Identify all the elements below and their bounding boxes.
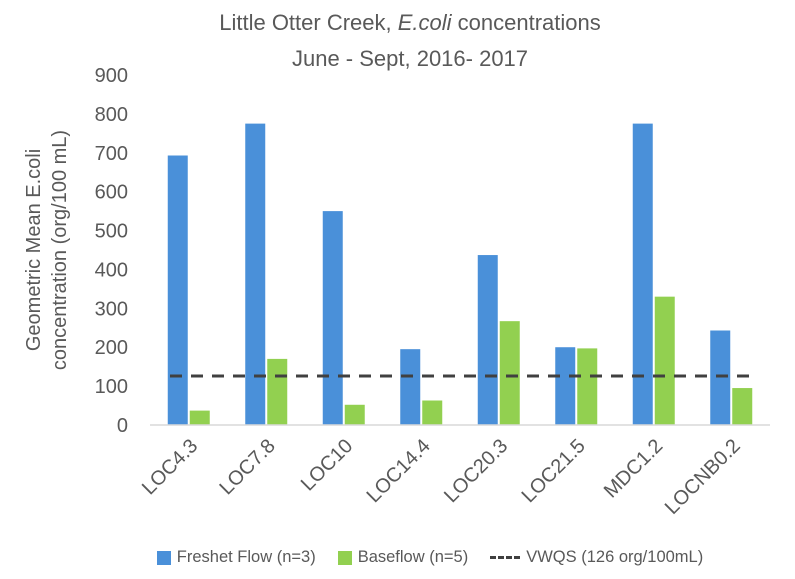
x-tick-label: LOC7.8 [215,435,279,499]
legend-swatch-freshet [156,550,171,565]
y-tick-label: 0 [117,415,128,437]
legend-item-baseflow: Baseflow (n=5) [337,548,469,567]
freshet-bar-loc4-3 [167,155,188,425]
baseflow-bar-loc4-3 [189,410,210,425]
freshet-bar-loc20-3 [477,255,498,425]
chart-title-prefix: Little Otter Creek, [219,10,398,35]
legend-item-freshet: Freshet Flow (n=3) [156,548,316,567]
y-tick-label: 200 [95,337,128,359]
legend-label-vwqs: VWQS (126 org/100mL) [526,548,704,566]
y-tick-label: 900 [95,65,128,87]
y-axis-label-line2: concentration (org/100 mL) [49,130,71,370]
bar-chart: 0 100 200 300 400 500 600 700 800 900 LOC4.3 LOC7.… [23,65,770,519]
baseflow-bar-loc14-4 [422,400,443,425]
y-tick-label: 600 [95,182,128,204]
y-tick-label: 500 [95,221,128,243]
y-tick-label: 100 [95,376,128,398]
baseflow-bar-mdc1-2 [654,296,675,425]
legend-swatch-vwqs [490,556,521,559]
freshet-bar-locnb0-2 [710,330,731,425]
x-axis-ticks: LOC4.3 LOC7.8 LOC10 LOC14.4 LOC20.3 LOC21.5 MD… [138,435,745,519]
x-tick-label: LOC14.4 [363,435,435,507]
bars [167,123,753,425]
legend-label-freshet: Freshet Flow (n=3) [176,548,316,566]
y-tick-label: 700 [95,143,128,165]
legend-label-baseflow: Baseflow (n=5) [357,548,469,566]
legend-item-vwqs: VWQS (126 org/100mL) [490,548,703,567]
chart-title-line1: Little Otter Creek, E.coli concentration… [150,10,670,36]
baseflow-bar-loc21-5 [577,348,598,425]
chart-title-italic: E.coli [397,10,452,35]
x-tick-label: LOC4.3 [138,435,202,499]
chart-title-line2: June - Sept, 2016- 2017 [291,46,529,71]
freshet-bar-loc21-5 [555,347,576,425]
legend: Freshet Flow (n=3) Baseflow (n=5) VWQS (… [80,548,780,567]
freshet-bar-loc10 [322,211,343,425]
baseflow-bar-loc7-8 [267,358,288,425]
y-tick-label: 400 [95,259,128,281]
freshet-bar-loc14-4 [400,349,421,425]
y-axis-ticks: 0 100 200 300 400 500 600 700 800 900 [95,65,128,437]
y-tick-label: 300 [95,298,128,320]
x-tick-label: LOC10 [297,435,357,495]
y-tick-label: 800 [95,104,128,126]
x-tick-label: LOC21.5 [518,435,590,507]
legend-swatch-baseflow [337,550,352,565]
x-tick-label: MDC1.2 [600,435,667,502]
baseflow-bar-locnb0-2 [732,388,753,425]
y-axis-label-line1: Geometric Mean E.coli [23,149,45,351]
freshet-bar-mdc1-2 [632,123,653,425]
freshet-bar-loc7-8 [245,123,266,425]
baseflow-bar-loc10 [344,404,365,425]
x-tick-label: LOC20.3 [440,435,512,507]
x-tick-label: LOCNB0.2 [661,435,745,519]
baseflow-bar-loc20-3 [499,321,520,425]
chart-title-suffix: concentrations [451,10,601,35]
